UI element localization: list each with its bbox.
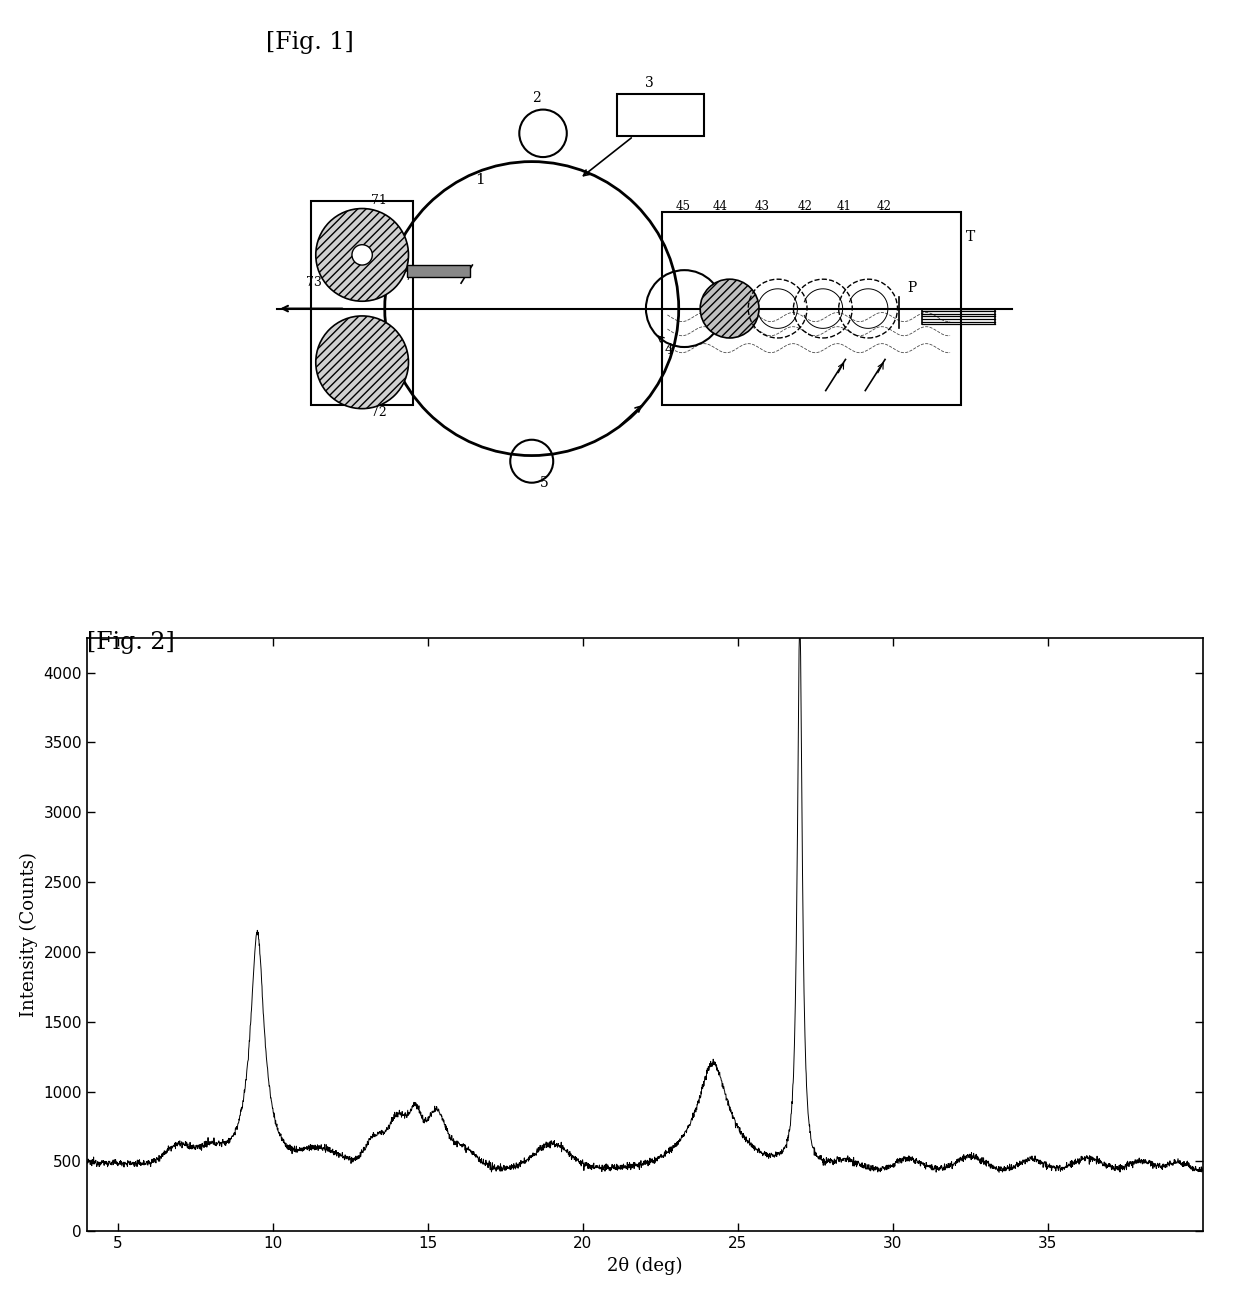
Text: [Fig. 1]: [Fig. 1] <box>267 31 353 53</box>
Text: 6: 6 <box>396 250 404 263</box>
Text: 5: 5 <box>541 476 549 490</box>
Text: 2: 2 <box>532 91 541 105</box>
Text: 73: 73 <box>305 276 321 289</box>
Bar <box>408 266 470 277</box>
Bar <box>616 93 704 136</box>
Y-axis label: Intensity (Counts): Intensity (Counts) <box>20 851 37 1017</box>
Text: [Fig. 2]: [Fig. 2] <box>87 631 175 654</box>
Circle shape <box>316 316 408 408</box>
X-axis label: 2θ (deg): 2θ (deg) <box>608 1257 682 1275</box>
Text: 1: 1 <box>475 174 485 187</box>
Text: 72: 72 <box>371 406 387 419</box>
Text: 44: 44 <box>713 200 728 213</box>
Text: 45: 45 <box>676 200 691 213</box>
Text: T: T <box>966 229 975 244</box>
Circle shape <box>316 209 408 301</box>
Text: 4: 4 <box>665 343 673 356</box>
Bar <box>662 213 961 404</box>
Bar <box>311 201 413 404</box>
Circle shape <box>352 245 372 266</box>
Text: 41: 41 <box>837 200 852 213</box>
Text: 43: 43 <box>755 200 770 213</box>
Text: 71: 71 <box>371 194 387 207</box>
Text: 3: 3 <box>645 76 653 89</box>
Text: 7: 7 <box>404 271 413 284</box>
Text: 42: 42 <box>797 200 812 213</box>
Circle shape <box>701 279 759 338</box>
Text: 42: 42 <box>877 200 892 213</box>
Text: P: P <box>908 281 916 294</box>
